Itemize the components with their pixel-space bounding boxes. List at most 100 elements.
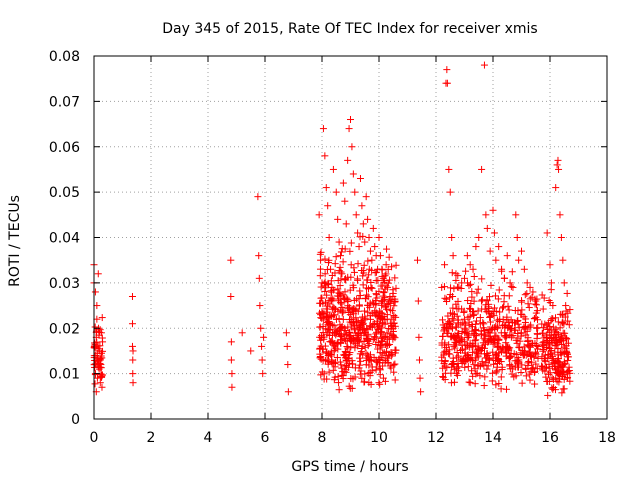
data-point [335, 386, 343, 394]
data-point [515, 256, 523, 264]
data-point [327, 351, 335, 359]
data-point [337, 326, 345, 334]
data-point [355, 338, 363, 346]
data-point [385, 297, 393, 305]
data-point [91, 361, 99, 369]
data-point [505, 354, 513, 362]
data-point [460, 315, 468, 323]
data-point [323, 291, 331, 299]
data-point [320, 335, 328, 343]
data-point [95, 365, 103, 373]
data-point [513, 234, 521, 241]
data-point [325, 234, 333, 241]
data-point [367, 284, 375, 292]
data-point [521, 324, 529, 332]
data-point [96, 347, 104, 355]
data-point [358, 202, 366, 210]
data-point [356, 323, 364, 331]
data-point [415, 333, 423, 341]
data-point [461, 363, 469, 371]
data-point [545, 377, 553, 385]
data-point [317, 248, 325, 256]
data-point [452, 276, 460, 284]
data-point [523, 327, 531, 335]
data-point [331, 363, 339, 371]
data-point [284, 361, 292, 369]
data-point [547, 286, 555, 294]
data-point [499, 304, 507, 312]
data-point [524, 300, 532, 308]
data-point [337, 338, 345, 346]
data-point [351, 325, 359, 333]
data-point [343, 296, 351, 304]
data-point [441, 347, 449, 355]
data-point [523, 279, 531, 287]
data-point [491, 292, 499, 300]
data-point [91, 288, 99, 296]
data-point [450, 342, 458, 350]
data-point [389, 335, 397, 343]
data-point [506, 365, 514, 373]
data-point [511, 306, 519, 314]
data-point [502, 331, 510, 339]
data-point [461, 274, 468, 282]
data-point [505, 292, 513, 300]
data-point [466, 261, 474, 269]
data-point [388, 263, 396, 271]
data-point [515, 356, 523, 364]
data-point [539, 339, 547, 347]
data-point [523, 290, 531, 298]
data-point [448, 363, 456, 371]
data-point [446, 291, 454, 299]
data-point [479, 344, 487, 352]
data-point [367, 323, 375, 331]
data-point [332, 253, 340, 261]
data-point [390, 302, 398, 310]
data-point [564, 309, 572, 317]
data-point [383, 245, 391, 253]
data-point [330, 376, 338, 384]
data-point [471, 331, 479, 339]
data-point [502, 339, 510, 347]
data-point [484, 338, 492, 346]
data-point [93, 374, 101, 382]
data-point [514, 363, 522, 371]
data-point [383, 354, 391, 362]
data-point [532, 350, 540, 358]
data-point [472, 370, 480, 378]
data-point [376, 349, 384, 357]
data-point [336, 330, 344, 338]
data-point [463, 252, 471, 260]
data-point [321, 356, 329, 364]
data-point [328, 356, 336, 364]
data-point [335, 238, 343, 246]
data-point [318, 279, 326, 287]
data-point [462, 356, 470, 364]
x-tick-label: 2 [147, 430, 156, 446]
data-point [337, 361, 345, 369]
data-point [506, 344, 514, 352]
y-tick-label: 0.04 [49, 231, 80, 247]
data-point [512, 372, 520, 380]
x-tick-label: 4 [204, 430, 213, 446]
data-point [376, 252, 384, 260]
data-point [479, 339, 487, 347]
data-point [332, 188, 340, 196]
data-point [129, 356, 137, 364]
data-point [335, 295, 343, 303]
data-point [468, 367, 476, 375]
data-point [321, 278, 329, 286]
data-point [469, 265, 477, 273]
data-point [552, 184, 560, 192]
data-point [369, 224, 377, 232]
data-point [364, 308, 372, 316]
data-point [524, 336, 532, 344]
data-point [338, 270, 346, 278]
data-point [450, 316, 458, 324]
data-point [372, 297, 380, 305]
data-point [334, 373, 342, 381]
data-points [90, 61, 574, 399]
data-point [341, 197, 349, 205]
data-point [98, 383, 106, 391]
data-point [483, 350, 491, 358]
